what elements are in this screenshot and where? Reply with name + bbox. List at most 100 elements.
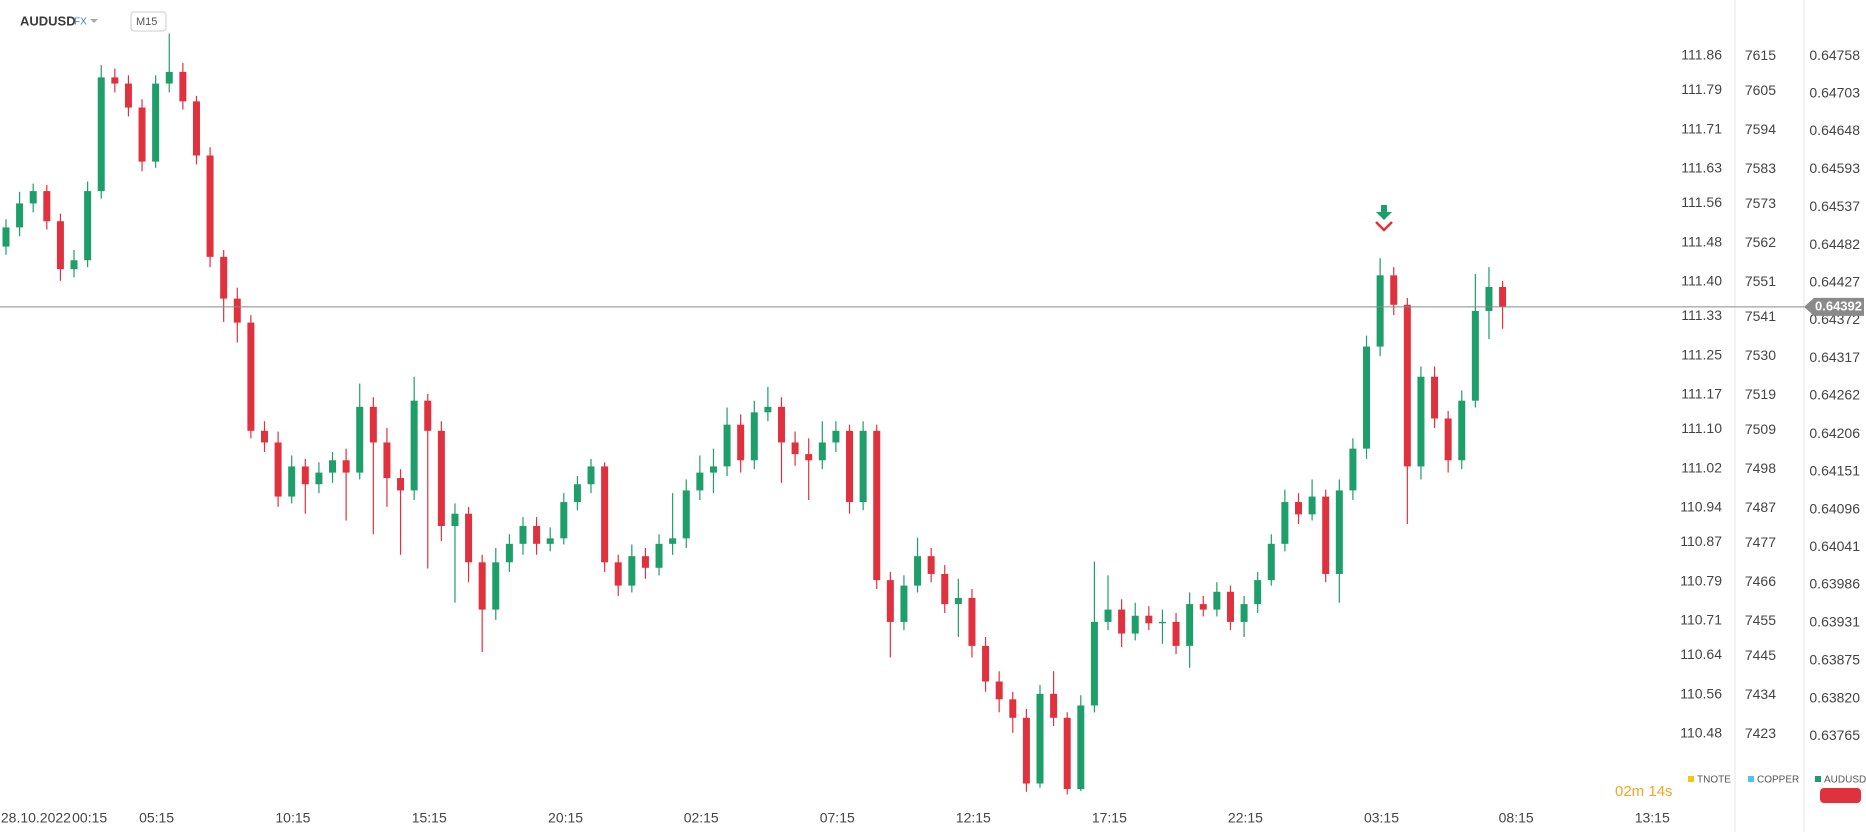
candle-body [70, 260, 78, 270]
dropdown-arrow[interactable] [90, 19, 98, 23]
y-tick-label: 7434 [1745, 686, 1776, 702]
y-tick-label: 111.10 [1681, 420, 1722, 436]
y-tick-label: 7466 [1745, 573, 1776, 589]
candle-body [220, 256, 228, 299]
candle-body [1118, 609, 1126, 634]
y-tick-label: 7445 [1745, 647, 1776, 663]
candle-body [1444, 418, 1452, 461]
candle-body [179, 71, 187, 102]
candle-body [900, 585, 908, 622]
candle-body [192, 101, 200, 156]
y-tick-label: 0.64262 [1809, 387, 1860, 403]
candle-body [995, 681, 1003, 700]
candle-body [29, 191, 37, 204]
candle-body [709, 466, 717, 473]
x-tick-label: 12:15 [956, 810, 991, 826]
y-tick-label: 7498 [1745, 460, 1776, 476]
candle-body [1090, 621, 1098, 706]
candle-body [614, 562, 622, 586]
candle-body [1281, 502, 1289, 544]
y-tick-label: 110.48 [1680, 725, 1722, 741]
candle-body [111, 77, 119, 84]
candle-body [288, 466, 296, 497]
candle-body [941, 573, 949, 605]
candle-body [682, 490, 690, 539]
candle-body [138, 107, 146, 162]
candle-body [329, 460, 337, 473]
y-tick-label: 111.79 [1681, 81, 1722, 97]
y-tick-label: 111.63 [1681, 160, 1722, 176]
last-price-tag [1804, 297, 1864, 316]
legend-label: TNOTE [1697, 775, 1731, 786]
candle-body [1240, 604, 1248, 622]
candle-body [1471, 310, 1479, 401]
candle-body [465, 513, 473, 563]
trade-button[interactable] [1820, 788, 1861, 803]
candle-body [873, 430, 881, 581]
candle-body [805, 454, 813, 461]
candle-body [383, 442, 391, 479]
candle-body [914, 556, 922, 586]
candle-body [669, 538, 677, 544]
legend-swatch [1748, 776, 1754, 782]
y-tick-label: 111.02 [1681, 459, 1722, 475]
candle-body [1335, 490, 1343, 574]
y-tick-label: 0.63986 [1809, 576, 1860, 592]
y-tick-label: 110.71 [1680, 612, 1722, 628]
legend-swatch [1815, 776, 1821, 782]
y-tick-label: 111.25 [1681, 346, 1722, 362]
y-tick-label: 110.64 [1680, 646, 1722, 662]
candle-body [451, 513, 459, 527]
candle-body [1077, 705, 1085, 790]
x-tick-label: 13:15 [1635, 810, 1670, 826]
y-tick-label: 0.64317 [1809, 349, 1860, 365]
candle-body [696, 472, 704, 491]
y-tick-label: 7573 [1745, 195, 1776, 211]
candle-body [84, 191, 92, 261]
y-tick-label: 111.40 [1681, 273, 1722, 289]
signal-arrow [1376, 205, 1392, 220]
y-tick-label: 7530 [1745, 347, 1776, 363]
candle-body [1403, 304, 1411, 467]
candle-body [233, 298, 241, 323]
candle-body [1158, 621, 1166, 624]
candle-body [1145, 615, 1153, 624]
y-tick-label: 0.64041 [1809, 538, 1860, 554]
candle-body [165, 71, 173, 84]
candle-body [1322, 496, 1330, 574]
symbol[interactable]: AUDUSD [20, 13, 76, 28]
y-tick-label: 7615 [1745, 47, 1776, 63]
candle-body [982, 645, 990, 682]
y-tick-label: 7541 [1745, 308, 1776, 324]
candle-body [478, 562, 486, 610]
candle-body [886, 580, 894, 622]
candle-body [1431, 376, 1439, 419]
candle-body [601, 466, 609, 563]
candle-body [968, 597, 976, 646]
y-tick-label: 0.64427 [1809, 274, 1860, 290]
candle-body [16, 203, 24, 228]
candle-body [1104, 609, 1112, 622]
x-tick-label: 00:15 [72, 810, 107, 826]
candle-body [587, 466, 595, 485]
candle-body [846, 430, 854, 503]
interval-box[interactable] [130, 11, 167, 32]
candle-body [791, 442, 799, 455]
candle-body [369, 406, 377, 443]
candle-body [832, 430, 840, 443]
candle-body [1213, 591, 1221, 610]
interval[interactable]: M15 [136, 16, 157, 28]
candle-body [1050, 693, 1058, 718]
candle-body [1186, 604, 1194, 646]
candle-body [260, 430, 268, 443]
y-tick-label: 7551 [1745, 273, 1776, 289]
candle-body [737, 424, 745, 461]
candle-body [628, 556, 636, 586]
y-tick-label: 7583 [1745, 160, 1776, 176]
candle-body [519, 526, 527, 544]
signal-arrow [1375, 221, 1393, 232]
candle-body [342, 460, 350, 473]
x-tick-label: 17:15 [1092, 810, 1127, 826]
x-tick-label: 05:15 [139, 810, 174, 826]
